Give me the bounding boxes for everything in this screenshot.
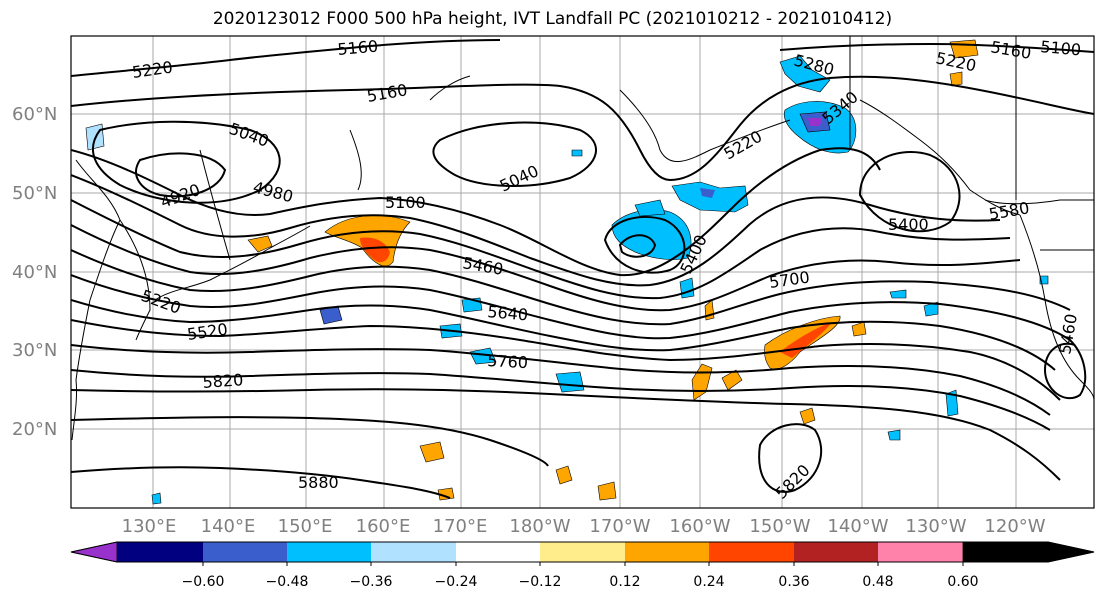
longitude-labels: 130°E 140°E 150°E 160°E 170°E 180°W 170°… <box>122 516 1046 537</box>
height-contours <box>71 39 1094 499</box>
contour-label: 5100 <box>385 193 426 212</box>
colorbar-tick-label: −0.12 <box>519 574 562 590</box>
colorbar-tick-label: −0.24 <box>435 574 478 590</box>
colorbar-swatch <box>540 542 625 562</box>
colorbar-swatch <box>371 542 456 562</box>
contour-label: 5640 <box>487 302 529 324</box>
colorbar-swatch <box>625 542 709 562</box>
colorbar-tick-label: −0.60 <box>182 574 225 590</box>
lon-label: 140°W <box>827 516 888 537</box>
colorbar-extend-low <box>70 541 118 563</box>
contour-label: 5760 <box>487 351 529 372</box>
lon-label: 160°W <box>669 516 730 537</box>
colorbar-swatch <box>794 542 878 562</box>
contour-label: 5880 <box>298 473 339 492</box>
lon-label: 150°W <box>749 516 810 537</box>
colorbar-tick-label: 0.24 <box>693 574 724 590</box>
lon-label: 170°W <box>589 516 650 537</box>
colorbar-tick-label: 0.48 <box>862 574 893 590</box>
gridlines <box>71 36 1094 508</box>
lon-label: 180°W <box>509 516 570 537</box>
lat-label-50n: 50°N <box>12 183 57 204</box>
lon-label: 140°E <box>201 516 256 537</box>
lat-label-40n: 40°N <box>12 262 57 283</box>
contour-label: 5820 <box>202 370 244 392</box>
colorbar-swatch <box>456 542 540 562</box>
contour-label: 5160 <box>337 37 379 59</box>
contour-label: 5100 <box>1040 37 1082 59</box>
map-title: 2020123012 F000 500 hPa height, IVT Land… <box>212 9 893 29</box>
lon-label: 120°W <box>984 516 1045 537</box>
colorbar-tick-label: −0.36 <box>350 574 393 590</box>
colorbar-tick-label: 0.12 <box>609 574 640 590</box>
contour-label: 5400 <box>888 215 929 234</box>
colorbar-swatch <box>709 542 794 562</box>
lon-label: 160°E <box>356 516 411 537</box>
colorbar-swatch <box>117 542 203 562</box>
lon-label: 150°E <box>278 516 333 537</box>
lat-label-60n: 60°N <box>12 104 57 125</box>
colorbar-tick-label: −0.48 <box>266 574 309 590</box>
colorbar-swatch <box>287 542 371 562</box>
map-frame <box>70 35 1095 509</box>
latitude-labels: 60°N 50°N 40°N 30°N 20°N <box>12 104 57 440</box>
colorbar-tick-label: 0.60 <box>947 574 978 590</box>
colorbar-extend-high <box>962 541 1095 563</box>
colorbar: −0.60 −0.48 −0.36 −0.24 −0.12 0.12 0.24 … <box>70 541 1095 590</box>
colorbar-swatch <box>203 542 287 562</box>
lat-label-20n: 20°N <box>12 419 57 440</box>
lon-label: 130°W <box>905 516 966 537</box>
lon-label: 170°E <box>433 516 488 537</box>
colorbar-swatch <box>878 542 963 562</box>
lon-label: 130°E <box>122 516 177 537</box>
colorbar-tick-label: 0.36 <box>778 574 809 590</box>
coastlines <box>71 36 1094 441</box>
lat-label-30n: 30°N <box>12 340 57 361</box>
